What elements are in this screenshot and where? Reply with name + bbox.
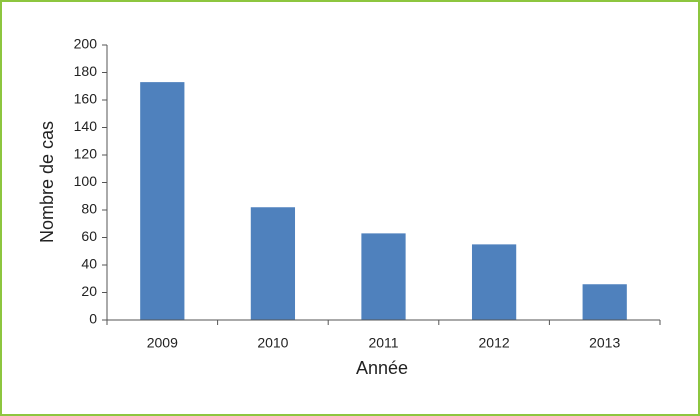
x-tick-label: 2011 xyxy=(368,335,398,351)
y-tick-label: 80 xyxy=(81,201,97,217)
y-tick-label: 60 xyxy=(81,228,97,244)
y-axis-label: Nombre de cas xyxy=(37,121,57,243)
y-tick-label: 140 xyxy=(74,118,98,134)
x-tick-label: 2010 xyxy=(257,335,288,351)
bar xyxy=(361,233,406,320)
y-tick-label: 180 xyxy=(74,63,98,79)
bar xyxy=(582,284,627,320)
y-tick-label: 20 xyxy=(81,283,97,299)
y-tick-label: 40 xyxy=(81,256,97,272)
bar xyxy=(471,244,517,320)
bar xyxy=(250,207,296,320)
y-tick-label: 100 xyxy=(74,173,98,189)
y-tick-label: 160 xyxy=(74,91,98,107)
x-tick-label: 2009 xyxy=(147,335,178,351)
x-axis-label: Année xyxy=(356,358,408,378)
y-tick-label: 200 xyxy=(74,36,98,52)
bar xyxy=(140,82,185,320)
y-tick-label: 120 xyxy=(74,146,98,162)
x-tick-label: 2012 xyxy=(479,335,510,351)
y-tick-label: 0 xyxy=(89,311,97,327)
x-tick-label: 2013 xyxy=(589,335,620,351)
